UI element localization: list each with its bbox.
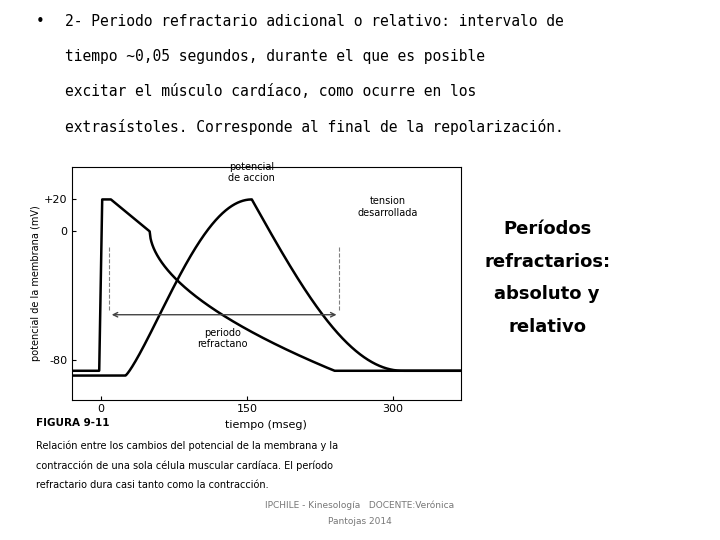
Text: relativo: relativo	[508, 318, 586, 336]
Text: Pantojas 2014: Pantojas 2014	[328, 517, 392, 526]
Text: refractarios:: refractarios:	[484, 253, 611, 271]
Text: FIGURA 9-11: FIGURA 9-11	[36, 418, 109, 429]
Text: tiempo ~0,05 segundos, durante el que es posible: tiempo ~0,05 segundos, durante el que es…	[65, 49, 485, 64]
Text: excitar el músculo cardíaco, como ocurre en los: excitar el músculo cardíaco, como ocurre…	[65, 84, 476, 99]
Y-axis label: potencial de la membrana (mV): potencial de la membrana (mV)	[31, 206, 41, 361]
Text: extrasístoles. Corresponde al final de la repolarización.: extrasístoles. Corresponde al final de l…	[65, 119, 564, 135]
Text: Relación entre los cambios del potencial de la membrana y la: Relación entre los cambios del potencial…	[36, 440, 338, 450]
Text: •: •	[36, 14, 45, 29]
Text: tension
desarrollada: tension desarrollada	[358, 196, 418, 218]
Text: IPCHILE - Kinesología   DOCENTE:Verónica: IPCHILE - Kinesología DOCENTE:Verónica	[266, 501, 454, 510]
Text: Períodos: Períodos	[503, 220, 591, 239]
Text: potencial
de accion: potencial de accion	[228, 162, 275, 184]
Text: periodo
refractano: periodo refractano	[197, 328, 248, 349]
Text: refractario dura casi tanto como la contracción.: refractario dura casi tanto como la cont…	[36, 480, 269, 490]
X-axis label: tiempo (mseg): tiempo (mseg)	[225, 420, 307, 430]
Text: 2- Periodo refractario adicional o relativo: intervalo de: 2- Periodo refractario adicional o relat…	[65, 14, 564, 29]
Text: contracción de una sola célula muscular cardíaca. El período: contracción de una sola célula muscular …	[36, 460, 333, 470]
Text: absoluto y: absoluto y	[495, 285, 600, 303]
